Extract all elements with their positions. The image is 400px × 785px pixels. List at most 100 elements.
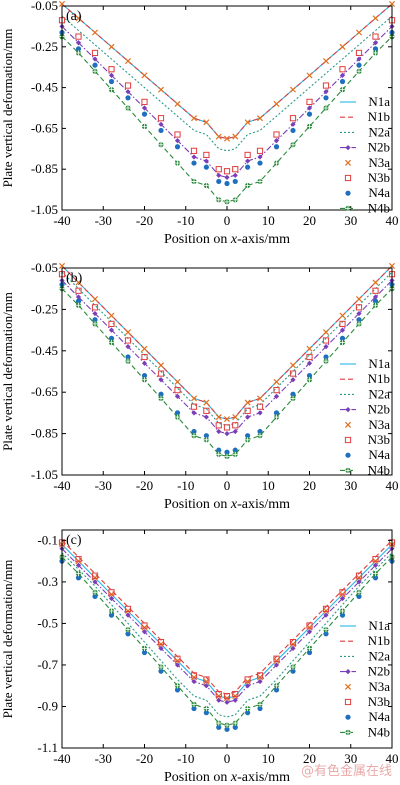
x-tick-label-1: -30 [95,213,112,228]
point-N3b-6 [157,639,165,646]
point-N4b-6-cross [158,142,164,148]
point-N3b-14 [256,147,264,154]
point-N4a-4 [125,95,131,101]
y-tick-label-3: -0.7 [37,657,58,672]
point-N3a-15 [273,378,280,385]
point-N4a-15 [273,410,280,416]
point-N3b-14 [256,672,264,679]
point-N3a-7 [174,657,181,664]
plot-frame [61,529,393,749]
legend-label-N4b: N4b [368,724,390,739]
y-tick-label-3: -0.65 [31,120,58,135]
point-N3a-10 [215,693,222,700]
point-N3b-2 [91,49,99,57]
point-N3a-8 [190,395,198,402]
point-N4a-2 [92,317,98,323]
legend-label-N2b: N2b [368,140,390,155]
point-N2b-10 [216,697,222,703]
legend-label-N3a: N3a [368,679,390,694]
point-N3a-6 [157,362,165,369]
point-N4a-11 [224,726,230,732]
point-N2b-14 [257,678,263,685]
point-N3a-4 [124,58,132,65]
point-N3a-7 [174,100,181,107]
point-N2b-5 [141,629,148,635]
point-N4b-21-cross [372,302,379,308]
point-N4a-9 [203,164,209,170]
point-N3a-19 [339,43,346,50]
point-N3b-19 [339,589,346,596]
point-N2b-1 [75,294,82,300]
point-N4a-6 [158,127,164,134]
point-N4a-21 [372,575,379,581]
point-N4a-16 [290,668,296,674]
point-N3b-5 [141,353,148,361]
point-N4a-10 [216,178,222,185]
x-tick-label-6: 20 [303,478,316,493]
series-line-N2a [61,15,393,152]
point-N3a-1 [75,15,82,22]
point-N3b-8 [190,403,198,410]
point-N2b-15 [273,393,280,399]
point-N3a-20 [355,296,363,303]
x-tick-label-2: -20 [136,213,153,228]
point-N3a-9 [203,678,210,685]
point-N4b-10-cross [216,197,222,203]
point-N4b-17-cross [306,645,313,651]
panel-label: (b) [66,271,83,286]
legend-label-N3a: N3a [368,417,390,432]
point-N3a-13 [244,119,251,126]
point-N4b-15-cross [273,683,280,689]
legend-marker-N2b [345,145,351,151]
legend-label-N1b: N1b [368,109,390,124]
legend-marker-N3b [344,698,352,706]
point-N2b-20 [356,579,362,585]
x-tick-label-0: -40 [53,213,70,228]
point-N3a-9 [203,119,210,126]
legend-label-N4b: N4b [368,200,390,215]
point-N2b-18 [323,612,329,618]
point-N2b-21 [372,40,379,46]
point-N4a-21 [372,298,379,304]
y-tick-label-4: -0.9 [37,698,58,713]
point-N4a-9 [203,433,209,439]
point-N2b-20 [356,310,362,317]
point-N2b-2 [92,579,98,585]
panel-label: (c) [66,533,82,548]
point-N2b-3 [108,327,115,333]
y-axis-label: Plate vertical deformation/mm [0,560,15,719]
point-N3b-4 [124,337,132,344]
point-N4a-19 [339,78,346,85]
point-N2b-12 [232,428,238,435]
x-tick-label-3: -10 [177,478,194,493]
point-N2b-15 [273,138,280,144]
point-N3b-3 [108,589,115,596]
legend-label-N3b: N3b [368,170,390,185]
point-N4a-14 [257,705,263,712]
x-tick-label-1: -30 [95,751,112,766]
x-tick-label-4: 0 [224,478,231,493]
series-line-N2b [61,280,393,435]
point-N3a-18 [322,58,330,65]
point-N3a-4 [124,607,132,614]
point-N3a-16 [289,362,297,369]
point-N3a-1 [75,558,82,565]
point-N4a-2 [92,593,98,600]
x-tick-label-6: 20 [303,213,316,228]
series-line-N4b [61,288,393,457]
point-N2b-3 [108,595,115,602]
point-N2b-6 [158,645,164,651]
y-tick-label-2: -0.45 [31,80,58,95]
point-N3a-10 [215,414,222,421]
point-N4a-5 [141,373,148,379]
legend-marker-N3b [344,436,352,444]
series-N1a-panel-1 [61,3,393,140]
point-N3b-5 [141,622,148,629]
point-N3a-3 [108,312,115,319]
x-tick-label-2: -20 [136,751,153,766]
point-N4b-14-cross [257,178,263,185]
point-N3b-11 [223,168,231,175]
point-N4b-2-cross [92,68,98,74]
